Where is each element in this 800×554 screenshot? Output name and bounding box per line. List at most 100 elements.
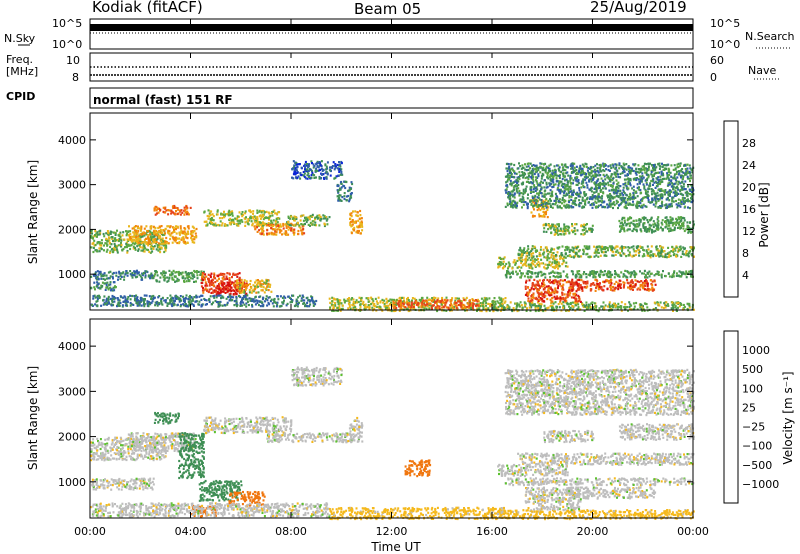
power-cell: [189, 277, 192, 280]
power-cell: [162, 242, 165, 245]
power-cell: [360, 220, 363, 223]
power-cell: [624, 246, 627, 249]
power-cell: [308, 305, 311, 308]
power-cell: [499, 298, 502, 301]
power-cell: [609, 275, 612, 278]
power-cell: [277, 298, 280, 301]
power-cell: [325, 216, 327, 219]
power-cell: [619, 305, 622, 308]
power-cell: [267, 223, 270, 227]
power-cell: [241, 287, 243, 290]
power-cell: [657, 273, 660, 276]
power-cell: [400, 303, 402, 306]
power-cell: [105, 242, 108, 245]
power-cell: [150, 225, 153, 228]
power-cell: [571, 224, 574, 228]
power-cell: [186, 276, 189, 279]
power-cell: [593, 302, 596, 305]
power-cell: [167, 209, 170, 212]
power-cell: [200, 285, 203, 288]
power-cell: [550, 256, 553, 259]
power-cell: [423, 305, 426, 308]
power-cell: [547, 266, 549, 269]
power-cell: [520, 255, 523, 258]
power-cell: [95, 274, 98, 277]
power-cell: [631, 271, 633, 274]
power-cell: [118, 304, 121, 307]
power-cell: [124, 296, 127, 299]
power-cell: [266, 229, 269, 232]
power-cell: [205, 275, 208, 278]
power-cell: [295, 162, 298, 165]
power-cell: [310, 160, 313, 163]
power-cell: [473, 299, 476, 302]
power-cell: [188, 273, 190, 276]
power-cell: [574, 297, 577, 300]
power-cell: [691, 269, 694, 272]
power-cell: [576, 278, 579, 281]
power-cell: [401, 301, 404, 304]
power-cell: [311, 220, 314, 223]
power-cell: [291, 300, 293, 304]
power-cell: [572, 282, 575, 285]
power-cell: [244, 224, 247, 227]
power-cell: [595, 254, 598, 257]
power-cell: [622, 252, 625, 255]
power-cell: [580, 275, 583, 278]
power-cell: [197, 270, 200, 273]
power-cell: [328, 169, 331, 172]
power-cell: [673, 253, 676, 256]
power-cell: [557, 287, 559, 290]
power-cell: [111, 299, 114, 302]
power-cell: [543, 278, 545, 282]
power-cell: [561, 292, 564, 295]
power-cell: [298, 225, 301, 228]
power-cell: [250, 286, 253, 289]
power-cell: [245, 302, 248, 305]
power-cell: [153, 245, 156, 248]
power-cell: [599, 287, 602, 290]
power-cell: [633, 273, 636, 276]
power-cell: [358, 225, 361, 228]
power-cell: [564, 256, 567, 259]
power-cell: [236, 219, 239, 222]
power-cell: [564, 279, 566, 282]
power-cell: [220, 224, 223, 227]
power-cell: [193, 229, 196, 232]
power-cell: [643, 282, 646, 285]
power-cell: [464, 299, 467, 302]
power-cell: [667, 272, 670, 275]
power-cell: [299, 215, 302, 218]
power-cell: [202, 286, 204, 290]
power-cell: [506, 306, 509, 309]
power-cell: [106, 240, 109, 243]
power-cell: [415, 302, 418, 305]
power-cell: [96, 276, 99, 279]
power-cell: [144, 270, 147, 273]
power-cell: [678, 305, 681, 308]
power-cell: [204, 303, 207, 306]
power-cell: [309, 224, 311, 227]
power-cell: [305, 304, 308, 307]
power-cell: [677, 301, 680, 305]
power-cell: [292, 177, 295, 180]
power-cell: [237, 215, 240, 218]
power-cell: [283, 295, 286, 298]
power-cell: [292, 216, 295, 219]
power-cell: [632, 219, 635, 223]
power-cell: [167, 229, 170, 232]
power-cell: [96, 294, 99, 298]
power-cell: [536, 291, 539, 294]
power-cell: [131, 235, 134, 238]
power-cell: [547, 306, 550, 309]
power-cell: [129, 298, 132, 301]
power-cell: [179, 272, 182, 275]
power-cell: [575, 246, 578, 250]
power-cell: [181, 271, 184, 274]
power-cell: [315, 167, 318, 170]
power-cell: [569, 291, 572, 294]
power-cell: [300, 166, 303, 169]
power-cell: [152, 230, 155, 233]
power-cell: [642, 253, 645, 256]
power-cell: [387, 299, 390, 302]
